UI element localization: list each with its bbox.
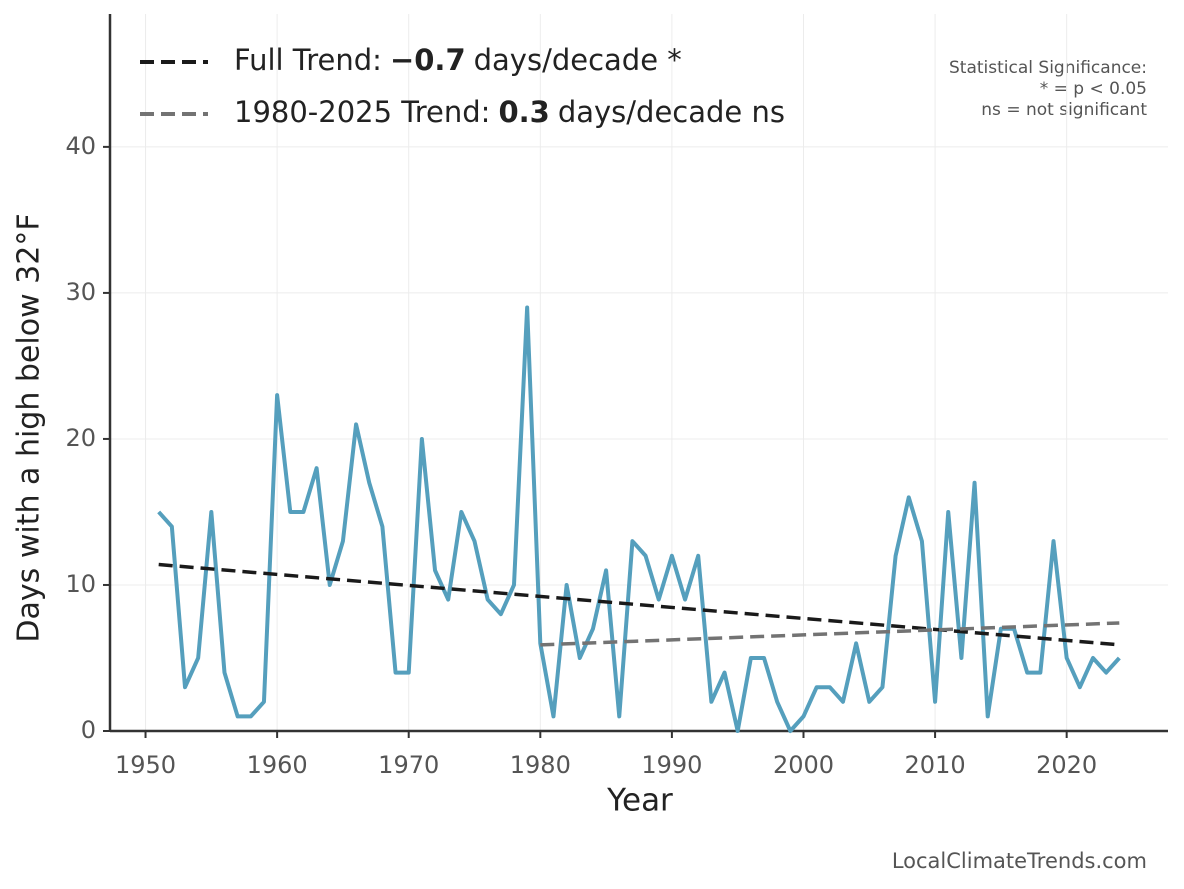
annotation: Statistical Significance: [949,58,1147,78]
x-tick-label: 1980 [510,751,571,779]
legend-label-part: Full Trend: [234,43,382,77]
x-tick-label: 2010 [905,751,966,779]
x-tick-label: 2000 [773,751,834,779]
data-line [157,305,1121,733]
source: LocalClimateTrends.com [892,849,1147,873]
legend-label-part: 1980-2025 Trend: [234,95,490,129]
y-tick-label: 10 [65,570,96,598]
x-tick-label: 1950 [115,751,176,779]
x-axis-label: Year [606,783,673,819]
x-tick-label: 2020 [1036,751,1097,779]
y-tick-label: 30 [65,278,96,306]
trend-line [540,621,1120,647]
legend-label-part: −0.7 [390,43,466,77]
legend-label-part: 0.3 [498,95,549,129]
y-tick-label: 20 [65,424,96,452]
legend-label: Full Trend: −0.7 days/decade * [234,43,682,77]
x-tick-label: 1990 [641,751,702,779]
legend-label-part: days/decade ns [558,95,785,129]
y-tick-label: 0 [81,716,96,744]
trend-line [158,562,1120,647]
annotation: * = p < 0.05 [1040,79,1147,99]
x-tick-label: 1960 [247,751,308,779]
legend-label: 1980-2025 Trend: 0.3 days/decade ns [234,95,785,129]
x-tick-label: 1970 [378,751,439,779]
legend-label-part: days/decade * [474,43,682,77]
y-tick-label: 40 [65,132,96,160]
y-axis-label: Days with a high below 32°F [12,213,47,642]
annotation: ns = not significant [981,100,1147,120]
